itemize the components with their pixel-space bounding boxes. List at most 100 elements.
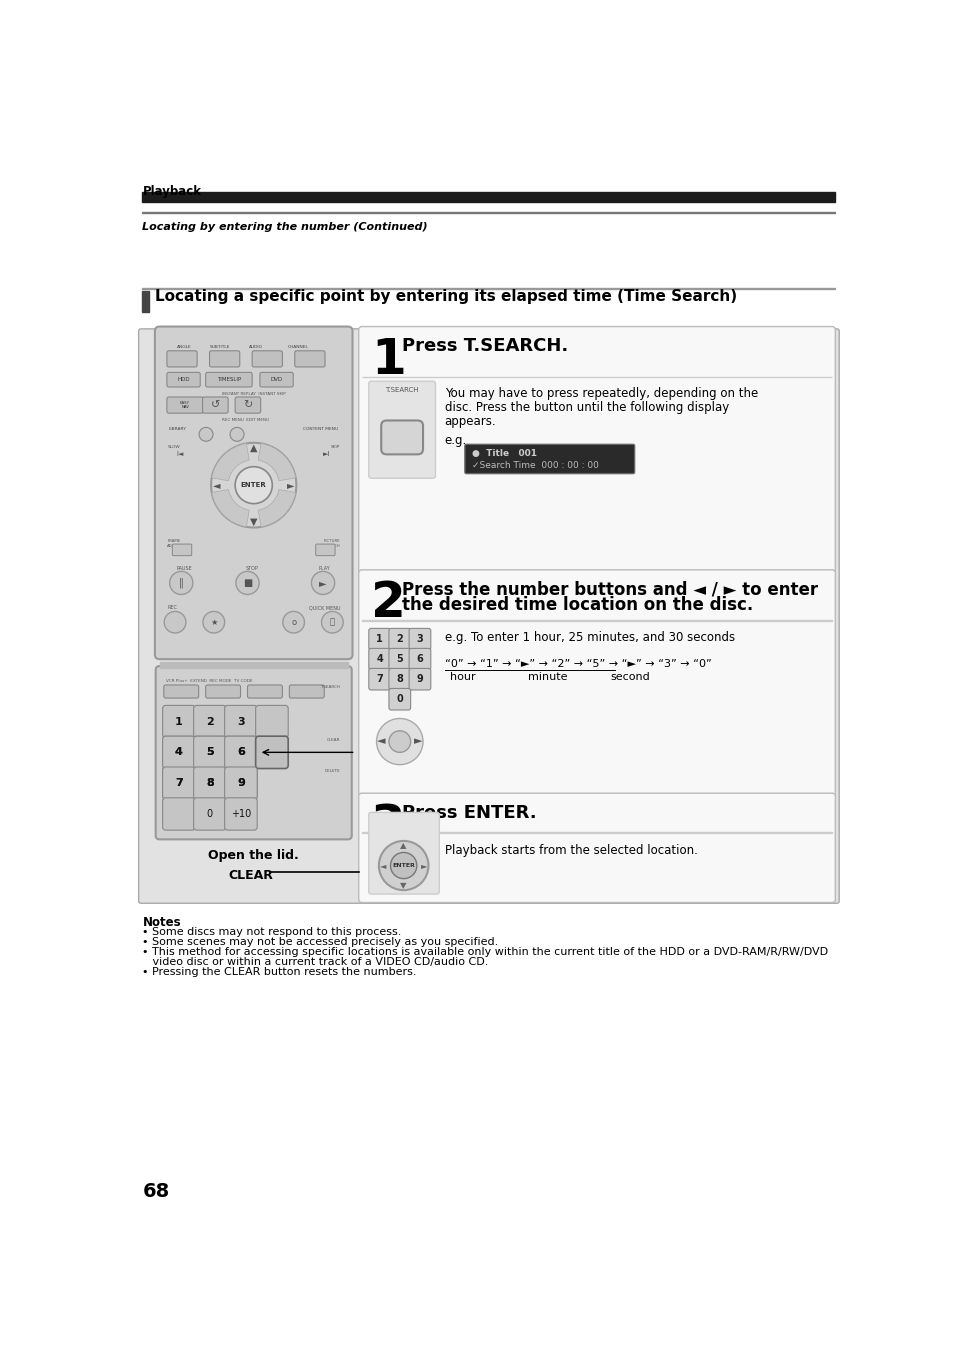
- FancyBboxPatch shape: [167, 372, 200, 387]
- Circle shape: [282, 612, 304, 634]
- Text: ▲: ▲: [250, 443, 257, 453]
- Text: PICTURE
SEARCH: PICTURE SEARCH: [323, 539, 340, 547]
- Text: Press ENTER.: Press ENTER.: [402, 803, 537, 822]
- FancyBboxPatch shape: [389, 628, 410, 650]
- Bar: [142, 191, 835, 202]
- Text: 4: 4: [174, 747, 183, 758]
- FancyBboxPatch shape: [167, 350, 197, 367]
- FancyBboxPatch shape: [224, 736, 257, 768]
- FancyBboxPatch shape: [234, 398, 260, 414]
- FancyBboxPatch shape: [409, 669, 431, 690]
- FancyBboxPatch shape: [369, 813, 439, 894]
- Text: AUDIO: AUDIO: [249, 345, 262, 349]
- Text: • Some discs may not respond to this process.: • Some discs may not respond to this pro…: [142, 927, 401, 937]
- FancyBboxPatch shape: [252, 350, 282, 367]
- FancyBboxPatch shape: [155, 666, 352, 840]
- Text: REC: REC: [167, 605, 177, 611]
- Circle shape: [234, 466, 272, 504]
- Text: QUICK MENU: QUICK MENU: [309, 605, 340, 611]
- Text: 5: 5: [396, 654, 403, 665]
- FancyBboxPatch shape: [162, 705, 195, 737]
- Circle shape: [389, 731, 410, 752]
- Text: ENTER: ENTER: [392, 863, 415, 868]
- FancyBboxPatch shape: [210, 350, 239, 367]
- Text: video disc or within a current track of a VIDEO CD/audio CD.: video disc or within a current track of …: [142, 957, 488, 967]
- Text: Press the number buttons and ◄ / ► to enter: Press the number buttons and ◄ / ► to en…: [402, 581, 818, 599]
- Text: 3: 3: [237, 717, 245, 727]
- FancyBboxPatch shape: [369, 628, 390, 650]
- FancyBboxPatch shape: [389, 689, 410, 710]
- Text: 0: 0: [396, 694, 403, 704]
- Text: ↺: ↺: [211, 400, 220, 410]
- Circle shape: [211, 442, 296, 527]
- Text: CHANNEL: CHANNEL: [287, 345, 308, 349]
- Text: 3: 3: [371, 802, 405, 851]
- Circle shape: [230, 427, 244, 441]
- FancyBboxPatch shape: [224, 736, 257, 768]
- FancyBboxPatch shape: [224, 798, 257, 830]
- FancyBboxPatch shape: [247, 685, 282, 698]
- Wedge shape: [212, 489, 249, 527]
- Circle shape: [235, 572, 259, 594]
- FancyBboxPatch shape: [154, 326, 353, 659]
- Text: appears.: appears.: [444, 415, 496, 429]
- FancyBboxPatch shape: [409, 628, 431, 650]
- FancyBboxPatch shape: [193, 767, 226, 799]
- Text: disc. Press the button until the following display: disc. Press the button until the followi…: [444, 402, 728, 414]
- Text: PLAY: PLAY: [318, 566, 330, 572]
- Text: 9: 9: [416, 674, 423, 685]
- Text: ★: ★: [210, 617, 217, 627]
- Circle shape: [311, 572, 335, 594]
- FancyBboxPatch shape: [162, 767, 195, 799]
- Text: 68: 68: [142, 1182, 170, 1201]
- Circle shape: [378, 841, 428, 890]
- Text: 4: 4: [375, 654, 382, 665]
- FancyBboxPatch shape: [162, 736, 195, 768]
- FancyBboxPatch shape: [224, 767, 257, 799]
- Wedge shape: [258, 489, 295, 527]
- Text: ◄: ◄: [376, 736, 385, 747]
- Text: Ⓠ: Ⓠ: [330, 617, 335, 627]
- Text: Press T.SEARCH.: Press T.SEARCH.: [402, 337, 568, 356]
- Text: ENTER: ENTER: [240, 483, 266, 488]
- Text: FRAME
ADJUST: FRAME ADJUST: [167, 539, 182, 547]
- Text: ‖: ‖: [178, 578, 184, 588]
- Text: Playback starts from the selected location.: Playback starts from the selected locati…: [444, 844, 697, 857]
- Text: “0” → “1” → “►” → “2” → “5” → “►” → “3” → “0”: “0” → “1” → “►” → “2” → “5” → “►” → “3” …: [444, 659, 711, 669]
- Text: ►: ►: [421, 861, 427, 869]
- FancyBboxPatch shape: [193, 798, 226, 830]
- FancyBboxPatch shape: [164, 685, 198, 698]
- Text: 5: 5: [206, 747, 213, 758]
- Text: • This method for accessing specific locations is available only within the curr: • This method for accessing specific loc…: [142, 948, 828, 957]
- FancyBboxPatch shape: [193, 767, 226, 799]
- FancyBboxPatch shape: [381, 421, 422, 454]
- FancyBboxPatch shape: [138, 329, 839, 903]
- Text: ▲: ▲: [400, 841, 407, 851]
- Circle shape: [203, 612, 224, 634]
- Text: 4: 4: [174, 747, 183, 758]
- Text: 2: 2: [371, 580, 406, 627]
- Text: 0: 0: [207, 809, 213, 820]
- Text: • Pressing the CLEAR button resets the numbers.: • Pressing the CLEAR button resets the n…: [142, 967, 416, 977]
- FancyBboxPatch shape: [202, 398, 228, 414]
- Text: Locating by entering the number (Continued): Locating by entering the number (Continu…: [142, 222, 428, 232]
- Text: 1: 1: [174, 717, 183, 727]
- Text: ↻: ↻: [243, 400, 253, 410]
- Text: EASY
NAV: EASY NAV: [180, 400, 190, 410]
- Text: 8: 8: [395, 674, 403, 685]
- Text: 9: 9: [236, 778, 245, 789]
- Text: 7: 7: [375, 674, 382, 685]
- FancyBboxPatch shape: [464, 445, 634, 473]
- Wedge shape: [212, 443, 249, 481]
- FancyBboxPatch shape: [369, 669, 390, 690]
- Text: STOP: STOP: [246, 566, 258, 572]
- Text: 1: 1: [375, 634, 382, 644]
- Text: 6: 6: [416, 654, 423, 665]
- Text: ►: ►: [287, 480, 294, 491]
- Circle shape: [164, 612, 186, 634]
- Text: T.SEARCH: T.SEARCH: [320, 685, 340, 689]
- Text: PAUSE: PAUSE: [176, 566, 193, 572]
- FancyBboxPatch shape: [369, 381, 435, 479]
- FancyBboxPatch shape: [409, 648, 431, 670]
- Text: TIMESLIP: TIMESLIP: [216, 377, 241, 383]
